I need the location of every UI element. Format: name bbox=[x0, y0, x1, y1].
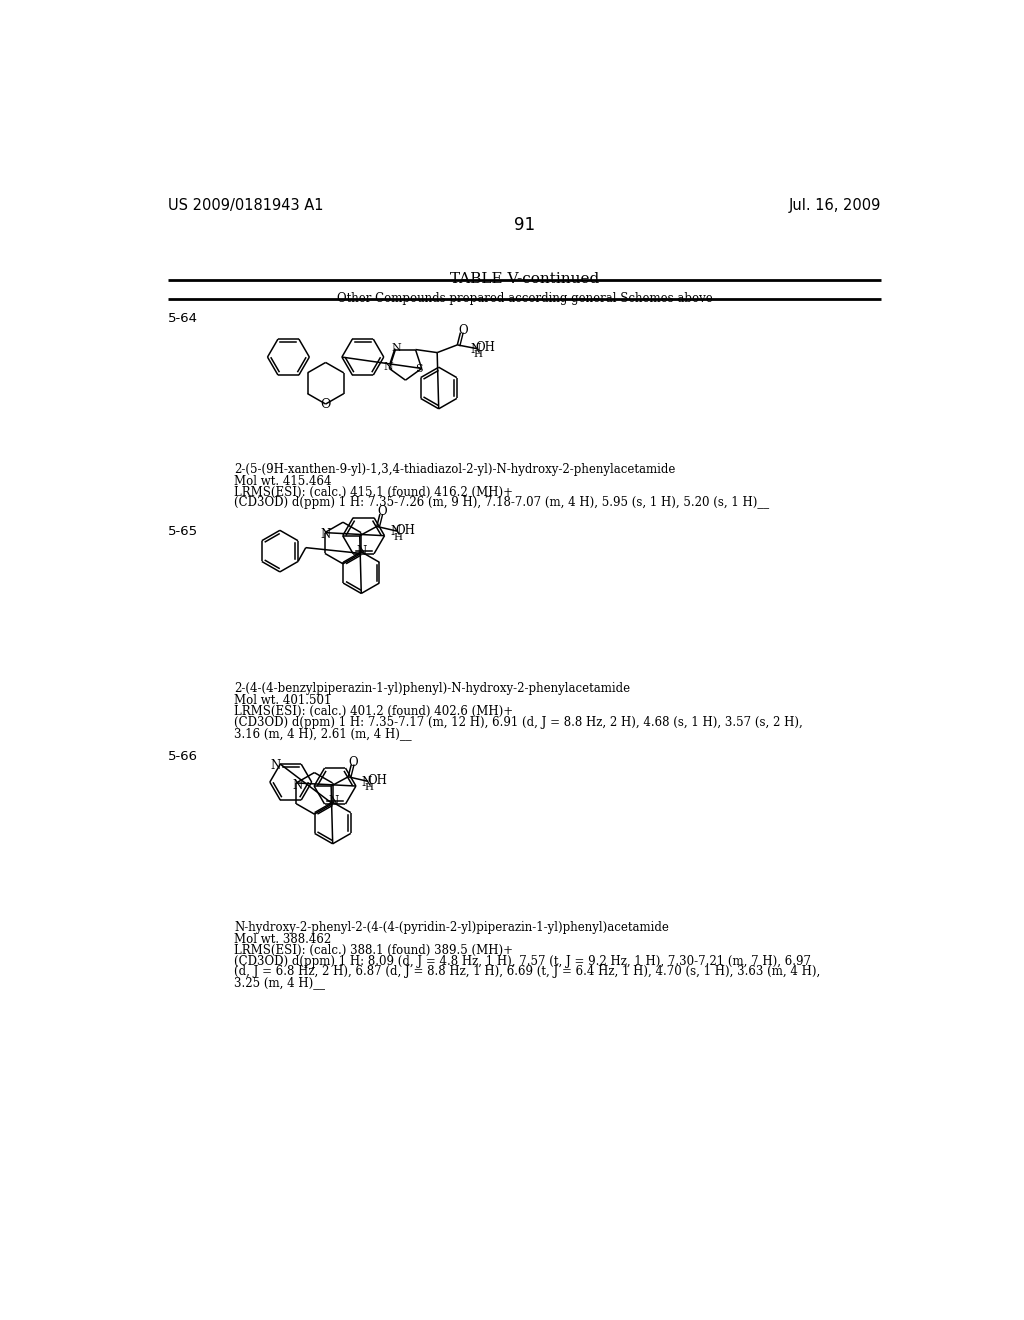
Text: (CD3OD) d(ppm) 1 H: 7.35-7.26 (m, 9 H), 7.18-7.07 (m, 4 H), 5.95 (s, 1 H), 5.20 : (CD3OD) d(ppm) 1 H: 7.35-7.26 (m, 9 H), … bbox=[234, 496, 769, 510]
Text: 2-(4-(4-benzylpiperazin-1-yl)phenyl)-N-hydroxy-2-phenylacetamide: 2-(4-(4-benzylpiperazin-1-yl)phenyl)-N-h… bbox=[234, 682, 631, 696]
Text: (CD3OD) d(ppm) 1 H: 8.09 (d, J = 4.8 Hz, 1 H), 7.57 (t, J = 9.2 Hz, 1 H), 7.30-7: (CD3OD) d(ppm) 1 H: 8.09 (d, J = 4.8 Hz,… bbox=[234, 954, 811, 968]
Text: OH: OH bbox=[367, 774, 387, 787]
Text: N: N bbox=[292, 779, 302, 792]
Text: 5-65: 5-65 bbox=[168, 525, 199, 539]
Text: N: N bbox=[321, 528, 331, 541]
Text: 5-66: 5-66 bbox=[168, 750, 199, 763]
Text: N: N bbox=[270, 759, 281, 772]
Text: N: N bbox=[384, 362, 393, 372]
Text: N-hydroxy-2-phenyl-2-(4-(4-(pyridin-2-yl)piperazin-1-yl)phenyl)acetamide: N-hydroxy-2-phenyl-2-(4-(4-(pyridin-2-yl… bbox=[234, 921, 669, 933]
Text: LRMS(ESI): (calc.) 388.1 (found) 389.5 (MH)+: LRMS(ESI): (calc.) 388.1 (found) 389.5 (… bbox=[234, 944, 513, 957]
Text: TABLE V-continued: TABLE V-continued bbox=[451, 272, 599, 286]
Text: Other Compounds prepared according general Schemes above: Other Compounds prepared according gener… bbox=[337, 292, 713, 305]
Text: 5-64: 5-64 bbox=[168, 313, 199, 326]
Text: 2-(5-(9H-xanthen-9-yl)-1,3,4-thiadiazol-2-yl)-N-hydroxy-2-phenylacetamide: 2-(5-(9H-xanthen-9-yl)-1,3,4-thiadiazol-… bbox=[234, 462, 676, 475]
Text: N: N bbox=[356, 545, 367, 557]
Text: Jul. 16, 2009: Jul. 16, 2009 bbox=[788, 198, 882, 214]
Text: O: O bbox=[458, 323, 468, 337]
Text: LRMS(ESI): (calc.) 415.1 (found) 416.2 (MH)+: LRMS(ESI): (calc.) 415.1 (found) 416.2 (… bbox=[234, 486, 513, 499]
Text: (CD3OD) d(ppm) 1 H: 7.35-7.17 (m, 12 H), 6.91 (d, J = 8.8 Hz, 2 H), 4.68 (s, 1 H: (CD3OD) d(ppm) 1 H: 7.35-7.17 (m, 12 H),… bbox=[234, 715, 803, 729]
Text: N: N bbox=[471, 343, 481, 356]
Text: H: H bbox=[365, 783, 374, 792]
Text: US 2009/0181943 A1: US 2009/0181943 A1 bbox=[168, 198, 324, 214]
Text: LRMS(ESI): (calc.) 401.2 (found) 402.6 (MH)+: LRMS(ESI): (calc.) 401.2 (found) 402.6 (… bbox=[234, 705, 513, 718]
Text: O: O bbox=[349, 755, 358, 768]
Text: OH: OH bbox=[475, 342, 496, 355]
Text: H: H bbox=[393, 533, 402, 541]
Text: N: N bbox=[391, 343, 401, 352]
Text: OH: OH bbox=[395, 524, 416, 537]
Text: Mol wt. 415.464: Mol wt. 415.464 bbox=[234, 475, 332, 488]
Text: 3.25 (m, 4 H)__: 3.25 (m, 4 H)__ bbox=[234, 977, 326, 989]
Text: 3.16 (m, 4 H), 2.61 (m, 4 H)__: 3.16 (m, 4 H), 2.61 (m, 4 H)__ bbox=[234, 726, 412, 739]
Text: Mol wt. 388.462: Mol wt. 388.462 bbox=[234, 933, 332, 946]
Text: O: O bbox=[378, 506, 387, 519]
Text: H: H bbox=[474, 350, 482, 359]
Text: O: O bbox=[321, 399, 331, 412]
Text: Mol wt. 401.501: Mol wt. 401.501 bbox=[234, 694, 332, 708]
Text: N: N bbox=[361, 776, 372, 788]
Text: N: N bbox=[328, 795, 338, 808]
Text: (d, J = 6.8 Hz, 2 H), 6.87 (d, J = 8.8 Hz, 1 H), 6.69 (t, J = 6.4 Hz, 1 H), 4.70: (d, J = 6.8 Hz, 2 H), 6.87 (d, J = 8.8 H… bbox=[234, 965, 820, 978]
Text: S: S bbox=[415, 364, 422, 375]
Text: 91: 91 bbox=[514, 216, 536, 234]
Text: N: N bbox=[390, 525, 400, 539]
